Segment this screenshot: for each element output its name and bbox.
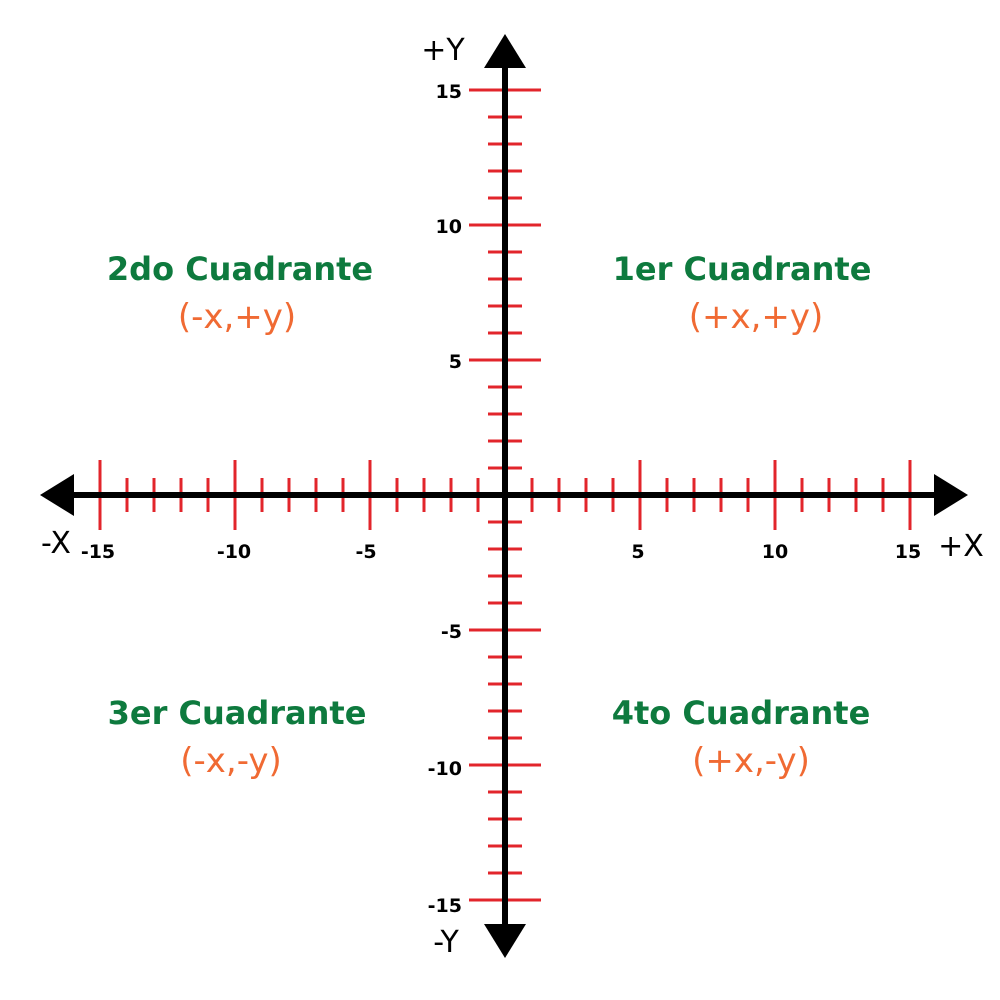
y-axis-negative-arrow xyxy=(484,924,526,958)
quadrant-2: 2do Cuadrante (-x,+y) xyxy=(107,250,373,337)
quadrant-2-signs: (-x,+y) xyxy=(178,297,296,337)
y-axis-tick-labels: 15 10 5 -5 -10 -15 xyxy=(428,81,462,917)
x-tick-label: 15 xyxy=(895,541,921,563)
x-axis-positive-arrow xyxy=(934,474,968,516)
quadrant-4-title: 4to Cuadrante xyxy=(612,694,871,732)
quadrant-3: 3er Cuadrante (-x,-y) xyxy=(108,694,367,781)
quadrant-1: 1er Cuadrante (+x,+y) xyxy=(613,250,872,337)
y-tick-label: -15 xyxy=(428,895,462,917)
y-tick-label: 15 xyxy=(436,81,462,103)
quadrant-3-title: 3er Cuadrante xyxy=(108,694,367,732)
quadrant-4: 4to Cuadrante (+x,-y) xyxy=(612,694,871,781)
y-tick-label: 5 xyxy=(449,351,462,373)
x-tick-label: -10 xyxy=(217,541,251,563)
x-tick-label: -15 xyxy=(81,541,115,563)
quadrant-1-signs: (+x,+y) xyxy=(689,297,824,337)
y-axis-positive-label: +Y xyxy=(421,33,465,68)
y-tick-label: -5 xyxy=(441,621,462,643)
x-tick-label: -5 xyxy=(355,541,376,563)
y-axis-positive-arrow xyxy=(484,34,526,68)
x-axis-positive-label: +X xyxy=(938,529,984,564)
quadrant-1-title: 1er Cuadrante xyxy=(613,250,872,288)
x-axis-tick-labels: -15 -10 -5 5 10 15 xyxy=(81,541,921,563)
quadrant-4-signs: (+x,-y) xyxy=(692,741,810,781)
x-axis-negative-label: -X xyxy=(41,526,71,561)
y-tick-label: 10 xyxy=(436,216,462,238)
x-axis-negative-arrow xyxy=(40,474,74,516)
y-axis-negative-label: -Y xyxy=(433,925,459,960)
x-tick-label: 10 xyxy=(762,541,788,563)
x-tick-label: 5 xyxy=(631,541,644,563)
quadrant-2-title: 2do Cuadrante xyxy=(107,250,373,288)
y-tick-label: -10 xyxy=(428,758,462,780)
quadrant-3-signs: (-x,-y) xyxy=(180,741,282,781)
